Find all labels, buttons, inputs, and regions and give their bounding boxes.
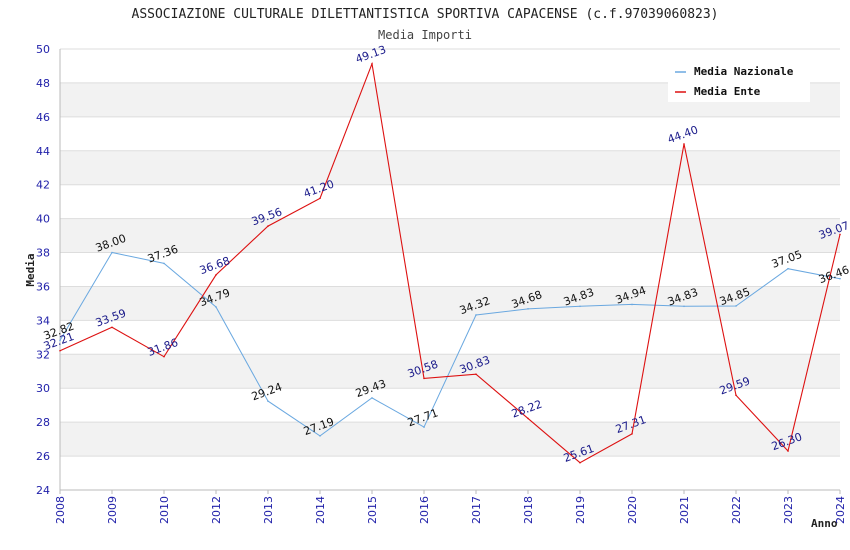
- y-tick-label: 42: [36, 179, 50, 192]
- legend-label-nazionale: Media Nazionale: [694, 65, 794, 78]
- point-media-nazionale: [527, 308, 529, 310]
- point-media-ente: [267, 225, 269, 227]
- point-media-ente: [215, 274, 217, 276]
- point-media-nazionale: [475, 314, 477, 316]
- y-tick-label: 34: [36, 314, 50, 327]
- y-tick-label: 44: [36, 145, 50, 158]
- series-line-media-ente: [59, 61, 841, 464]
- legend-box: [668, 58, 810, 102]
- point-media-nazionale: [735, 305, 737, 307]
- data-label-media-ente: 44.40: [666, 123, 700, 146]
- x-tick-label: 2020: [626, 496, 639, 524]
- legend: Media Nazionale Media Ente: [668, 58, 810, 102]
- point-media-nazionale: [215, 306, 217, 308]
- point-media-nazionale: [839, 277, 841, 280]
- x-tick-label: 2018: [522, 496, 535, 524]
- grid-band: [60, 218, 840, 253]
- point-media-ente: [839, 233, 841, 236]
- point-media-ente: [111, 326, 113, 329]
- y-tick-label: 28: [36, 416, 50, 429]
- chart-title: ASSOCIAZIONE CULTURALE DILETTANTISTICA S…: [132, 7, 719, 22]
- y-tick-label: 36: [36, 280, 50, 293]
- point-media-ente: [631, 433, 633, 435]
- data-label-media-nazionale: 36.46: [817, 263, 850, 286]
- point-media-ente: [59, 349, 61, 352]
- point-media-nazionale: [787, 267, 789, 270]
- series-line-media-nazionale: [59, 251, 841, 437]
- x-tick-label: 2015: [366, 496, 379, 524]
- y-tick-label: 50: [36, 43, 50, 56]
- point-media-nazionale: [111, 251, 113, 254]
- y-tick-label: 30: [36, 382, 50, 395]
- x-tick-labels: 2008 2009 2010 2012 2013 2014 2015 2016 2017 2018…: [54, 490, 847, 524]
- x-tick-label: 2022: [730, 496, 743, 524]
- point-media-ente: [579, 461, 581, 464]
- point-media-ente: [735, 394, 737, 396]
- y-tick-label: 40: [36, 213, 50, 226]
- point-media-ente: [527, 417, 529, 420]
- x-tick-label: 2012: [210, 496, 223, 524]
- x-tick-label: 2013: [262, 496, 275, 524]
- point-media-nazionale: [163, 262, 165, 265]
- data-label-media-ente: 36.68: [198, 254, 232, 277]
- grid-band: [60, 286, 840, 321]
- x-axis-label: Anno: [811, 517, 838, 530]
- grid-band: [60, 422, 840, 457]
- point-media-nazionale: [319, 435, 321, 437]
- point-media-nazionale: [683, 305, 685, 308]
- point-media-ente: [787, 450, 789, 452]
- x-tick-label: 2008: [54, 496, 67, 524]
- x-tick-label: 2023: [782, 496, 795, 524]
- point-media-ente: [163, 355, 165, 358]
- x-tick-label: 2016: [418, 496, 431, 524]
- x-tick-label: 2009: [106, 496, 119, 524]
- point-media-nazionale: [267, 400, 269, 402]
- point-media-nazionale: [423, 426, 425, 428]
- legend-label-ente: Media Ente: [694, 85, 761, 98]
- point-media-nazionale: [59, 339, 61, 342]
- x-tick-label: 2017: [470, 496, 483, 524]
- y-axis-label: Media: [24, 253, 37, 286]
- y-tick-labels: 24 26 28 30 32 34 36 38 40 42 44 46 48 50: [36, 43, 50, 497]
- y-tick-label: 38: [36, 247, 50, 260]
- x-tick-label: 2010: [158, 496, 171, 524]
- x-tick-label: 2024: [834, 496, 847, 524]
- data-label-media-ente: 49.13: [354, 43, 388, 66]
- series-lines: [59, 61, 841, 464]
- x-tick-label: 2021: [678, 496, 691, 524]
- chart-subtitle: Media Importi: [378, 28, 472, 42]
- y-tick-label: 24: [36, 484, 50, 497]
- grid-band: [60, 150, 840, 185]
- x-tick-label: 2014: [314, 496, 327, 524]
- point-media-ente: [683, 143, 685, 145]
- point-media-nazionale: [579, 305, 581, 308]
- point-media-nazionale: [631, 303, 633, 306]
- y-tick-label: 32: [36, 348, 50, 361]
- point-media-ente: [371, 62, 373, 65]
- point-media-ente: [475, 373, 477, 375]
- y-tick-label: 26: [36, 450, 50, 463]
- y-tick-label: 48: [36, 77, 50, 90]
- point-media-ente: [319, 197, 321, 200]
- y-tick-label: 46: [36, 111, 50, 124]
- x-tick-label: 2019: [574, 496, 587, 524]
- point-media-ente: [423, 377, 425, 380]
- grid-bands: [60, 82, 840, 457]
- point-media-nazionale: [371, 397, 373, 399]
